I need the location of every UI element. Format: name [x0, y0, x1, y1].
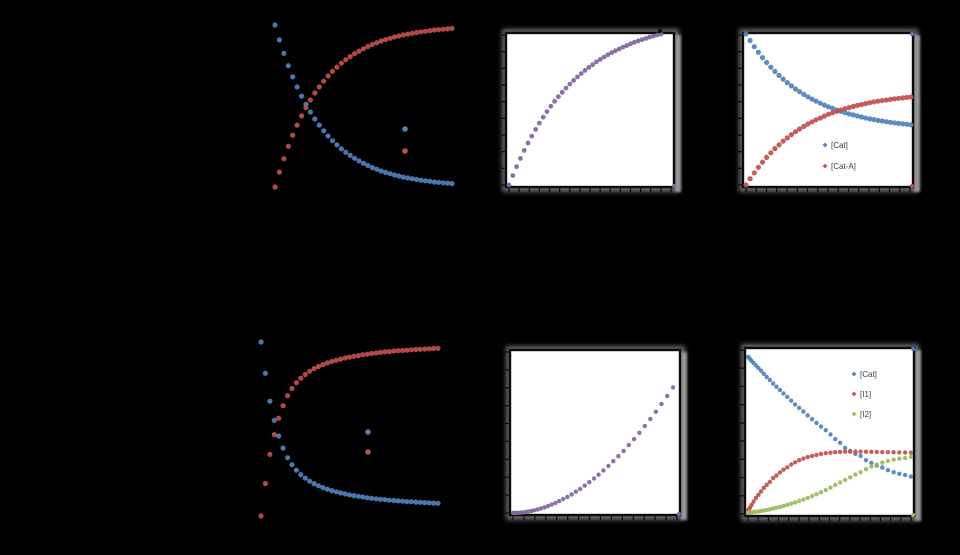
chart-top-middle [501, 28, 681, 192]
legend-label: [I1] [860, 390, 871, 399]
legend-marker-red [365, 449, 371, 455]
corner-marker [676, 511, 682, 517]
legend-label: [Cat] [860, 370, 877, 379]
chart-top-right-series-[Cat-A] [743, 94, 914, 188]
chart-top-left-legend [402, 126, 408, 154]
legend-label: [Cat] [831, 141, 848, 150]
legend-marker-green [851, 411, 857, 417]
legend-marker-blue [365, 429, 371, 435]
axis-ticks [740, 349, 912, 521]
plot-area [741, 31, 915, 189]
legend-label: [Cat-A] [831, 162, 856, 171]
chart-bottom-right-series-[Cat] [745, 354, 914, 479]
corner-marker [909, 31, 915, 37]
chart-bottom-middle [505, 346, 687, 520]
chart-bottom-right-legend: [Cat] [I1] [I2] [851, 370, 877, 419]
axis-ticks [505, 351, 678, 520]
chart-top-right: [Cat] [Cat-A] [738, 29, 920, 192]
legend-marker-blue [851, 371, 857, 377]
chart-top-right-legend: [Cat] [Cat-A] [822, 141, 856, 171]
legend-marker-blue [402, 126, 408, 132]
chart-bottom-right-series-[I2] [745, 454, 914, 515]
panel-shadow-right [681, 352, 687, 520]
axis-ticks [738, 34, 911, 192]
corner-marker [671, 183, 677, 189]
panel-shadow-right [914, 35, 920, 192]
chart-bottom-left [258, 339, 441, 519]
legend-label: [I2] [860, 410, 871, 419]
chart-top-left [272, 22, 455, 190]
chart-top-left-series-red [272, 25, 455, 190]
chart-bottom-left-series-red [258, 345, 441, 519]
legend-marker-blue [822, 142, 828, 148]
chart-top-right-series-[Cat] [743, 31, 914, 128]
axis-ticks [501, 34, 672, 192]
chart-bottom-right-series-[I1] [745, 449, 914, 513]
chart-top-left-series-blue [272, 22, 455, 187]
chart-bottom-left-legend [365, 429, 371, 455]
chart-top-middle-series-purple [506, 31, 664, 188]
chart-bottom-left-series-blue [258, 339, 441, 506]
chart-bottom-right: [Cat] [I1] [I2] [740, 344, 921, 521]
panel-shadow-right [675, 35, 681, 192]
plot-area [504, 31, 676, 189]
legend-marker-red [822, 163, 828, 169]
corner-marker [909, 183, 915, 189]
corner-marker [657, 28, 663, 34]
legend-marker-red [402, 148, 408, 154]
panel-shadow-right [915, 350, 921, 521]
corner-marker [910, 346, 916, 352]
legend-marker-red [851, 391, 857, 397]
corner-marker [910, 512, 916, 518]
plot-area [743, 346, 916, 518]
plot-area [508, 348, 682, 517]
chart-bottom-middle-series-purple [510, 385, 676, 516]
